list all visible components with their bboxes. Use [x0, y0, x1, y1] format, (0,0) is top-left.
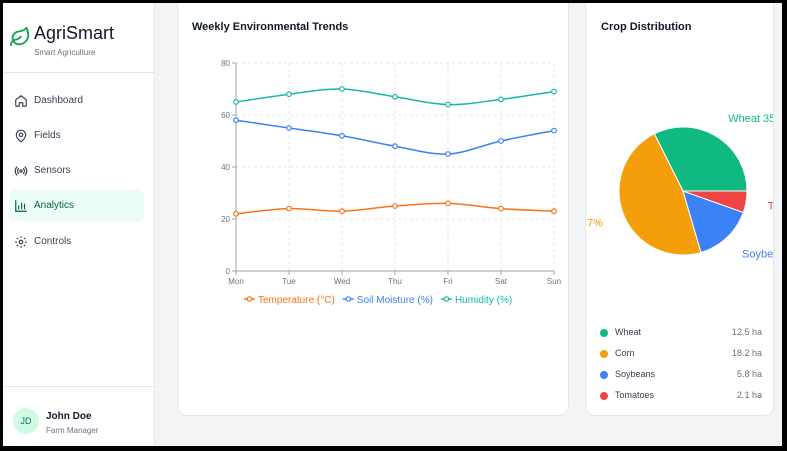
weekly-trends-card: Weekly Environmental Trends 0 20 40 60 80 Mon…	[177, 3, 569, 416]
pie-label-tomatoes: Tomatoes 5%	[768, 201, 774, 213]
data-point-soil	[498, 138, 504, 144]
avatar[interactable]: JD	[13, 408, 39, 434]
x-tick-label: Thu	[388, 277, 402, 286]
pie-slice-soybeans	[682, 190, 744, 254]
legend-name: Soybeans	[615, 369, 656, 379]
y-tick-label: 60	[221, 111, 230, 120]
nav-item-analytics[interactable]: Analytics	[9, 190, 144, 222]
legend-swatch	[600, 350, 608, 358]
legend-label-soil: Soil Moisture (%)	[357, 295, 433, 306]
nav-item-dashboard[interactable]: Dashboard	[9, 85, 144, 117]
user-name: John Doe	[46, 411, 92, 422]
x-tick-label: Wed	[334, 277, 350, 286]
map-pin-icon	[15, 129, 27, 143]
bar-chart-icon	[15, 200, 27, 212]
legend-value: 18.2 ha	[731, 348, 762, 358]
data-point-humidity	[233, 99, 239, 105]
y-tick-label: 40	[221, 163, 230, 172]
home-icon	[15, 95, 27, 107]
legend-value: 12.5 ha	[731, 327, 762, 337]
data-point-temperature	[551, 208, 557, 215]
card-title: Crop Distribution	[601, 21, 692, 33]
legend-marker-temperature	[246, 296, 253, 302]
nav-label: Analytics	[34, 200, 75, 211]
data-point-soil	[392, 143, 398, 150]
data-point-humidity	[498, 96, 504, 103]
data-point-humidity	[551, 88, 557, 95]
nav-item-fields[interactable]: Fields	[9, 120, 144, 152]
legend-name: Corn	[615, 348, 635, 358]
pie-slice-tomatoes	[682, 190, 748, 214]
nav-label: Dashboard	[34, 95, 83, 106]
data-point-humidity	[392, 93, 398, 100]
app-subtitle: Smart Agriculture	[34, 48, 96, 57]
app-title: AgriSmart	[34, 23, 115, 43]
app-window: AgriSmart Smart Agriculture Dashboard Fi…	[3, 3, 782, 446]
legend-row-soybeans: Soybeans 5.8 ha	[586, 368, 773, 382]
data-point-soil	[286, 125, 292, 131]
x-tick-label: Sat	[495, 277, 508, 286]
sidebar-divider	[3, 72, 155, 73]
x-tick-label: Fri	[443, 277, 453, 286]
y-tick-label: 80	[221, 59, 230, 68]
legend-value: 5.8 ha	[736, 369, 762, 379]
nav-label: Controls	[34, 236, 72, 247]
x-tick-label: Sun	[547, 277, 561, 286]
y-tick-label: 0	[226, 267, 231, 276]
data-point-temperature	[233, 210, 239, 217]
crop-distribution-card: Crop Distribution Wheat 35% Corn 47% Soybe…	[585, 3, 774, 416]
x-tick-label: Mon	[228, 277, 244, 286]
data-point-soil	[445, 151, 451, 157]
data-point-humidity	[445, 101, 451, 108]
nav-label: Fields	[34, 130, 61, 141]
user-role: Farm Manager	[46, 426, 99, 435]
nav-item-controls[interactable]: Controls	[9, 226, 144, 258]
data-point-temperature	[445, 200, 451, 207]
pie-label-soybeans: Soybeans 15%	[742, 249, 774, 261]
legend-name: Wheat	[615, 327, 642, 337]
card-title: Weekly Environmental Trends	[192, 21, 349, 33]
legend-value: 2.1 ha	[736, 390, 762, 400]
data-point-soil	[551, 127, 557, 134]
y-tick-label: 20	[221, 215, 230, 224]
legend-swatch	[600, 371, 608, 379]
legend-label-temperature: Temperature (°C)	[258, 295, 335, 306]
data-point-temperature	[498, 205, 504, 212]
data-point-temperature	[339, 208, 345, 215]
data-point-humidity	[339, 86, 345, 92]
data-point-temperature	[286, 205, 292, 212]
weekly-trends-chart: 0 20 40 60 80 Mon Tue Wed Thu Fri Sat Sun Temperatur…	[221, 59, 561, 306]
broadcast-icon	[14, 166, 28, 176]
pie-slice-corn	[618, 133, 702, 256]
brand: AgriSmart Smart Agriculture	[9, 23, 149, 63]
data-point-soil	[339, 132, 345, 139]
data-point-soil	[233, 117, 239, 124]
legend-row-tomatoes: Tomatoes 2.1 ha	[586, 389, 773, 403]
pie-slice-wheat	[653, 126, 748, 192]
pie-label-wheat: Wheat 35%	[728, 113, 774, 125]
sidebar: AgriSmart Smart Agriculture Dashboard Fi…	[3, 3, 155, 446]
legend-row-corn: Corn 18.2 ha	[586, 347, 773, 361]
legend-swatch	[600, 329, 608, 337]
user-divider	[3, 386, 155, 387]
legend-name: Tomatoes	[615, 390, 655, 400]
data-point-humidity	[286, 91, 292, 98]
legend-row-wheat: Wheat 12.5 ha	[586, 326, 773, 340]
legend-marker-humidity	[443, 296, 450, 302]
nav-label: Sensors	[34, 165, 71, 176]
pie-label-corn: Corn 47%	[586, 217, 603, 229]
leaf-icon	[9, 26, 30, 47]
x-tick-label: Tue	[282, 277, 296, 286]
data-point-temperature	[392, 203, 398, 209]
legend-marker-soil	[345, 296, 352, 302]
crop-pie-chart: Wheat 35% Corn 47% Soybeans 15% Tomatoes 5%	[586, 113, 774, 261]
nav-item-sensors[interactable]: Sensors	[9, 155, 144, 187]
legend-label-humidity: Humidity (%)	[455, 295, 512, 306]
gear-icon	[15, 236, 27, 248]
legend-swatch	[600, 392, 608, 400]
